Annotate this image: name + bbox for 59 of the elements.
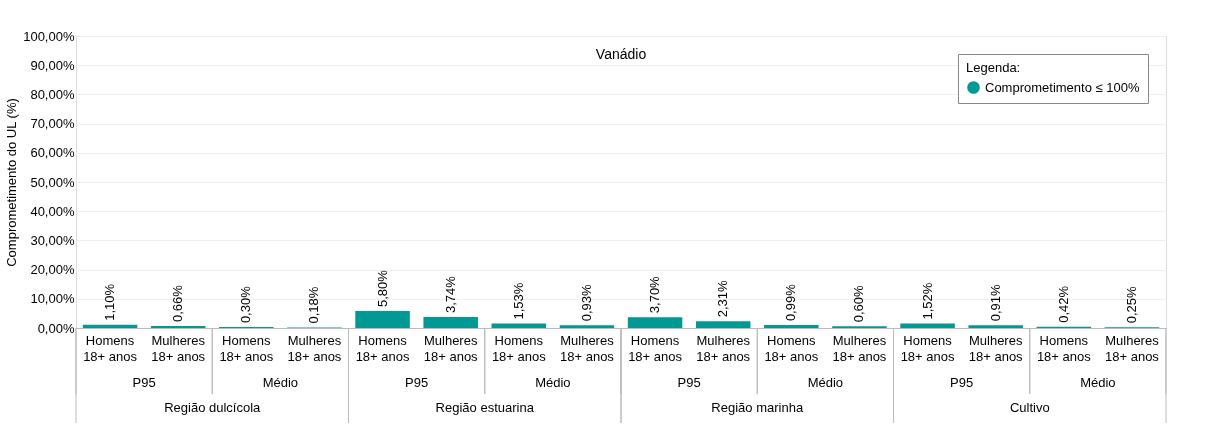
legend-title: Legenda: bbox=[966, 60, 1021, 75]
x-tick-label: Mulheres 18+ anos bbox=[423, 332, 479, 364]
x-tick-label: Mulheres 18+ anos bbox=[287, 332, 342, 364]
data-label: 0,42% bbox=[1055, 285, 1071, 323]
data-label: 5,80% bbox=[374, 269, 390, 308]
data-label: 3,70% bbox=[647, 275, 663, 314]
x-tick-label: Homens 18+ anos bbox=[83, 332, 138, 364]
text: Região dulcícola bbox=[164, 400, 262, 415]
y-tick-label: 40,00% bbox=[30, 203, 75, 219]
y-tick-label: 100,00% bbox=[23, 28, 75, 44]
y-tick-label: 70,00% bbox=[30, 116, 75, 132]
data-label: 0,60% bbox=[851, 284, 867, 323]
data-label: 1,53% bbox=[510, 282, 526, 320]
text: Região marinha bbox=[711, 400, 804, 415]
text: Cultivo bbox=[1009, 400, 1050, 415]
y-tick-label: 20,00% bbox=[30, 262, 75, 278]
data-label: 1,52% bbox=[919, 282, 935, 320]
text: P95 bbox=[132, 375, 156, 390]
text: Região estuarina bbox=[435, 400, 535, 415]
x-tick-label: Homens 18+ anos bbox=[1036, 332, 1092, 364]
data-label: 0,25% bbox=[1123, 285, 1139, 324]
x-tick-label: Mulheres 18+ anos bbox=[151, 332, 206, 364]
data-label: 2,31% bbox=[715, 279, 731, 318]
x-tick-label: Homens 18+ anos bbox=[764, 332, 819, 364]
x-tick-label: Mulheres 18+ anos bbox=[968, 332, 1024, 364]
data-label: 0,66% bbox=[170, 284, 186, 323]
data-label: 0,91% bbox=[987, 284, 1003, 322]
text: P95 bbox=[405, 375, 429, 390]
text: Médio bbox=[262, 375, 299, 390]
x-tick-label: Mulheres 18+ anos bbox=[1105, 332, 1160, 364]
y-tick-label: 50,00% bbox=[30, 174, 75, 190]
y-tick-label: 30,00% bbox=[30, 232, 75, 248]
x-tick-label: Homens 18+ anos bbox=[628, 332, 683, 364]
data-label: 1,10% bbox=[102, 283, 118, 321]
x-tick-label: Homens 18+ anos bbox=[900, 332, 955, 364]
text: Médio bbox=[535, 375, 571, 390]
x-tick-label: Homens 18+ anos bbox=[219, 332, 274, 364]
y-axis-title: Comprometimento do UL (%) bbox=[4, 98, 20, 267]
data-label: 0,18% bbox=[306, 286, 322, 324]
data-label: 0,93% bbox=[578, 283, 594, 322]
y-tick-label: 0,00% bbox=[37, 320, 75, 336]
text: P95 bbox=[950, 375, 974, 390]
y-tick-label: 60,00% bbox=[30, 145, 75, 161]
legend-label: Comprometimento ≤ 100% bbox=[985, 79, 1140, 95]
x-tick-label: Mulheres 18+ anos bbox=[560, 332, 615, 364]
y-tick-label: 10,00% bbox=[30, 291, 75, 307]
text: Vanádio bbox=[595, 46, 647, 62]
x-tick-label: Homens 18+ anos bbox=[491, 332, 547, 364]
text: P95 bbox=[677, 375, 701, 390]
x-tick-label: Mulheres 18+ anos bbox=[832, 332, 887, 364]
data-label: 0,30% bbox=[238, 285, 254, 324]
text: Médio bbox=[1080, 375, 1116, 390]
y-tick-label: 80,00% bbox=[30, 86, 75, 102]
x-tick-label: Mulheres 18+ anos bbox=[696, 332, 751, 364]
y-tick-label: 90,00% bbox=[30, 57, 75, 73]
x-tick-label: Homens 18+ anos bbox=[355, 332, 410, 364]
data-label: 0,99% bbox=[783, 283, 799, 322]
data-label: 3,74% bbox=[442, 275, 458, 314]
text: Médio bbox=[807, 375, 844, 390]
